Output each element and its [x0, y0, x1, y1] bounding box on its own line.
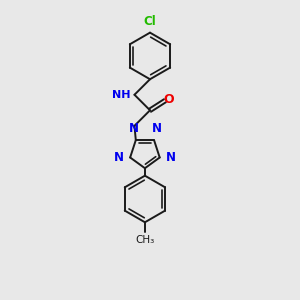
Text: Cl: Cl [144, 16, 156, 28]
Text: N: N [166, 151, 176, 164]
Text: CH₃: CH₃ [135, 235, 154, 245]
Text: O: O [164, 93, 174, 106]
Text: N: N [128, 122, 138, 135]
Text: NH: NH [112, 90, 130, 100]
Text: N: N [152, 122, 161, 135]
Text: N: N [114, 151, 124, 164]
